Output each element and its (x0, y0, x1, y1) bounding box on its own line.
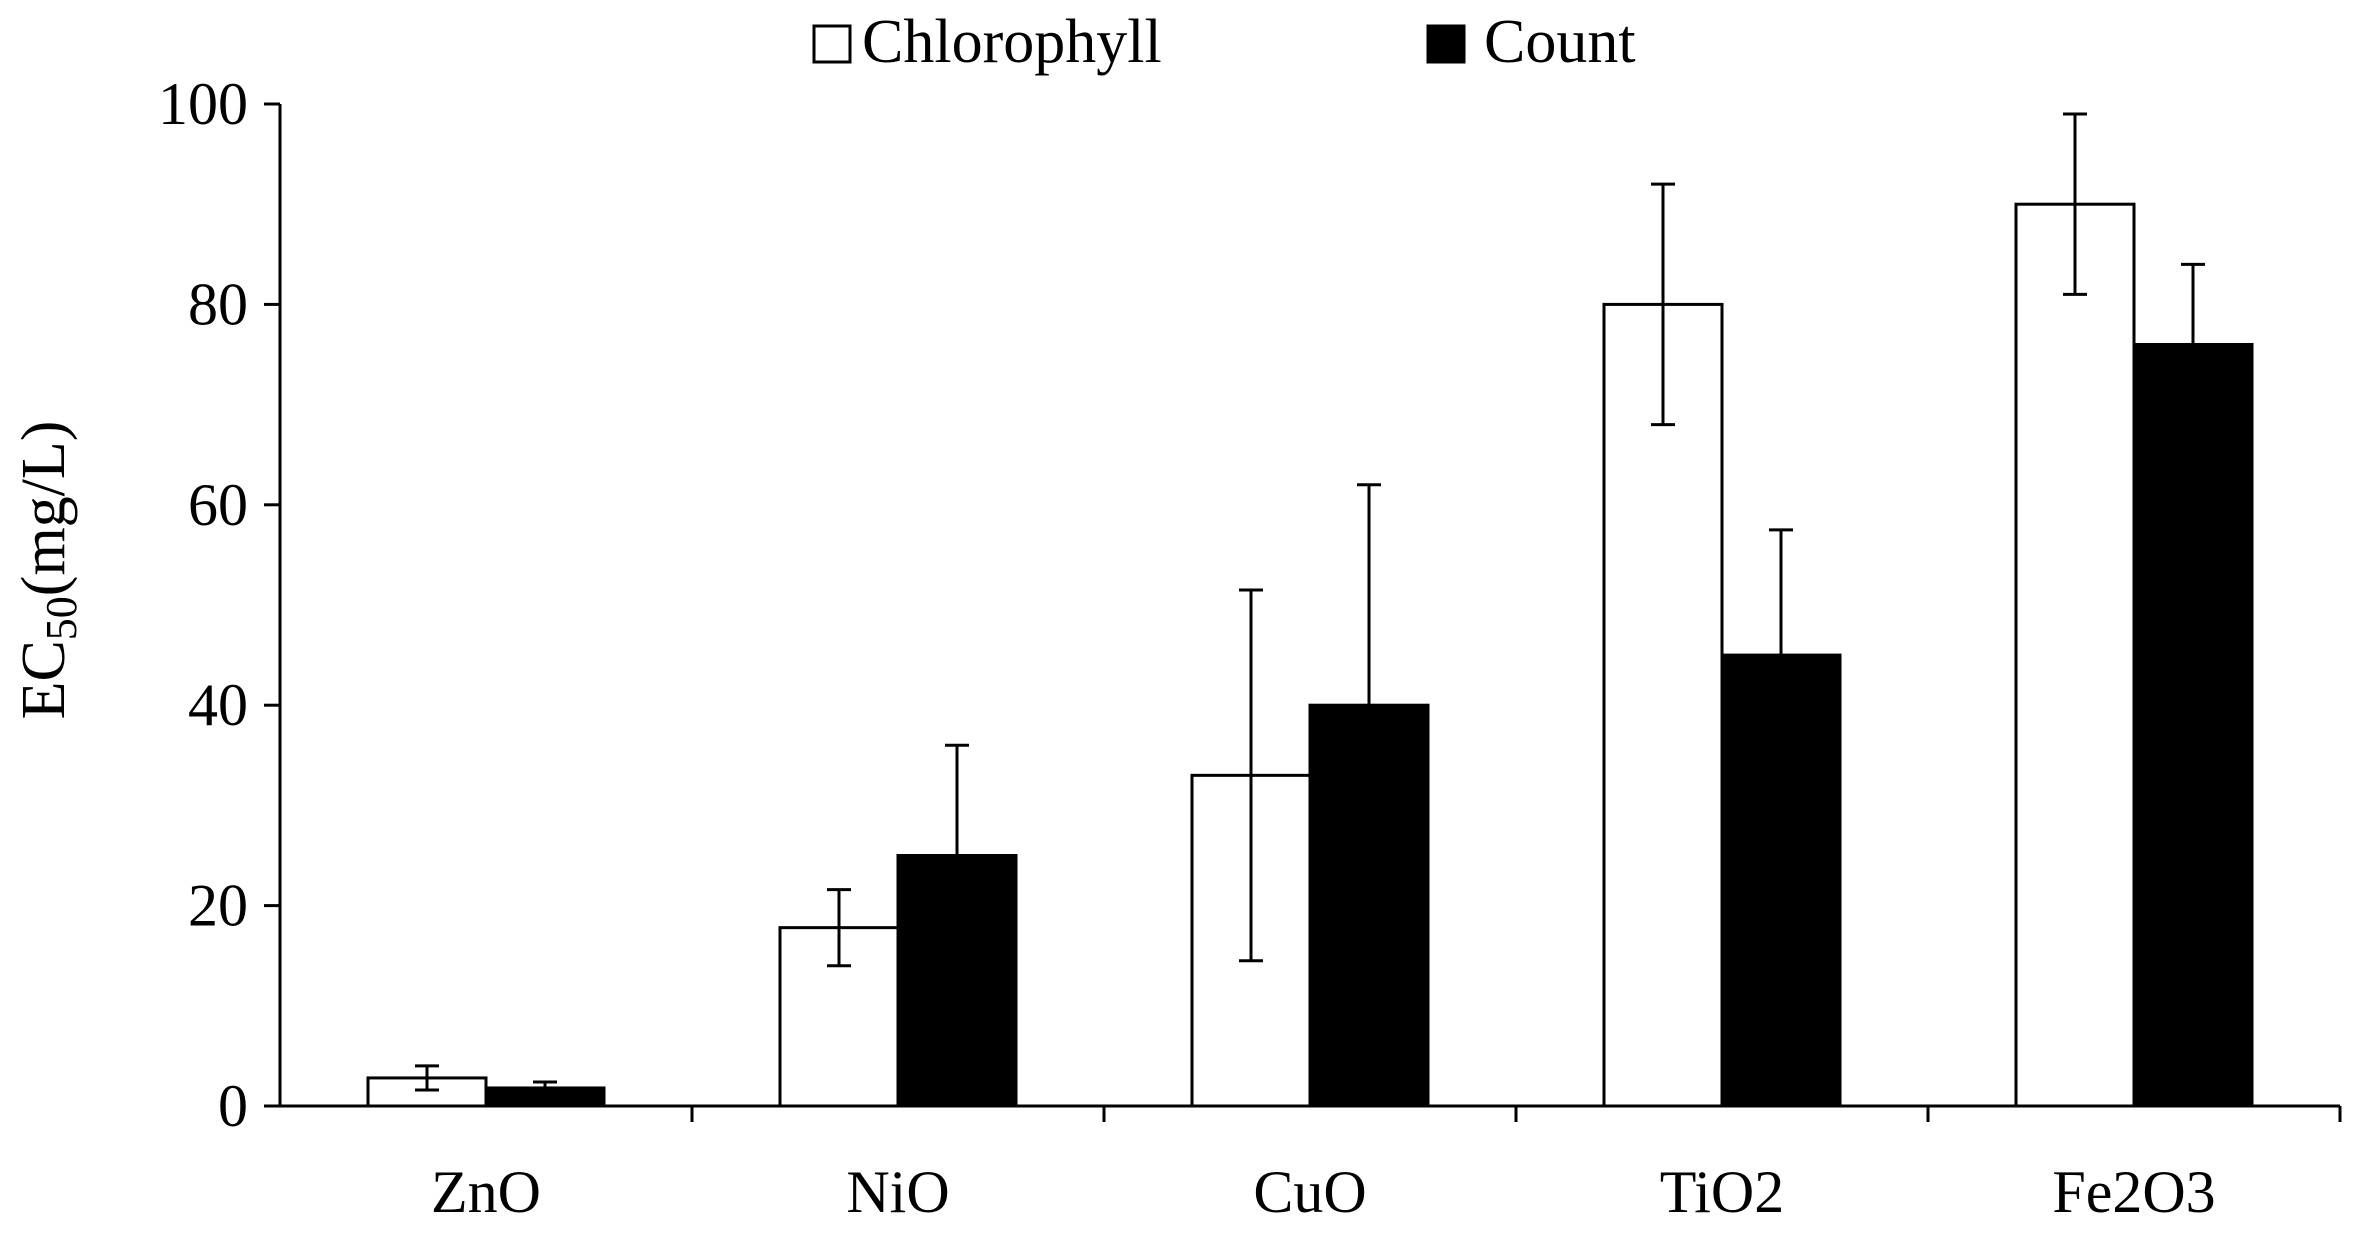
x-tick-labels: ZnO NiO CuO TiO2 Fe2O3 (431, 1159, 2216, 1225)
y-ticks: 0 20 40 60 80 100 (158, 71, 280, 1139)
y-tick-label: 100 (158, 71, 248, 137)
bar-count-nio (896, 854, 1018, 1108)
legend: Chlorophyll Count (812, 8, 1636, 76)
legend-swatch-count (1426, 24, 1466, 64)
legend-label-chlorophyll: Chlorophyll (862, 8, 1162, 76)
y-tick-label: 40 (188, 672, 248, 738)
bar-count-fe2o3 (2132, 342, 2254, 1108)
x-tick-label-tio2: TiO2 (1660, 1159, 1785, 1225)
y-tick-label: 20 (188, 873, 248, 939)
y-tick-label: 60 (188, 472, 248, 538)
bar-chlorophyll-tio2 (1602, 302, 1724, 1108)
bar-chlorophyll-fe2o3 (2014, 202, 2136, 1108)
bars (366, 202, 2254, 1108)
error-bars (415, 112, 2205, 1096)
x-tick-label-cuo: CuO (1253, 1159, 1366, 1225)
y-axis-label: EC50(mg/L) (10, 421, 86, 720)
y-tick-label: 0 (218, 1073, 248, 1139)
y-axis-label-main: EC (10, 640, 78, 719)
y-axis-label-unit: (mg/L) (10, 421, 78, 597)
legend-swatch-chlorophyll (812, 24, 852, 64)
x-tick-label-zno: ZnO (431, 1159, 541, 1225)
y-axis-label-subscript: 50 (37, 596, 86, 640)
x-tick-label-nio: NiO (846, 1159, 949, 1225)
x-tick-label-fe2o3: Fe2O3 (2052, 1159, 2215, 1225)
legend-label-count: Count (1484, 8, 1636, 76)
y-tick-label: 80 (188, 271, 248, 337)
